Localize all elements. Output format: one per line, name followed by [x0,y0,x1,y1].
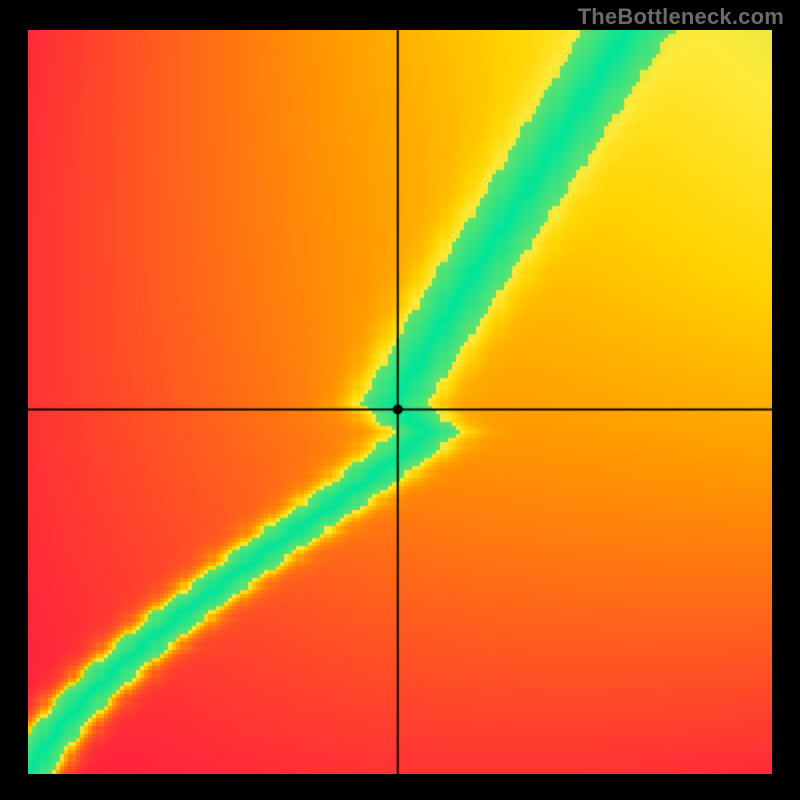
bottleneck-heatmap [28,30,772,774]
source-watermark: TheBottleneck.com [578,4,784,30]
chart-container: TheBottleneck.com [0,0,800,800]
